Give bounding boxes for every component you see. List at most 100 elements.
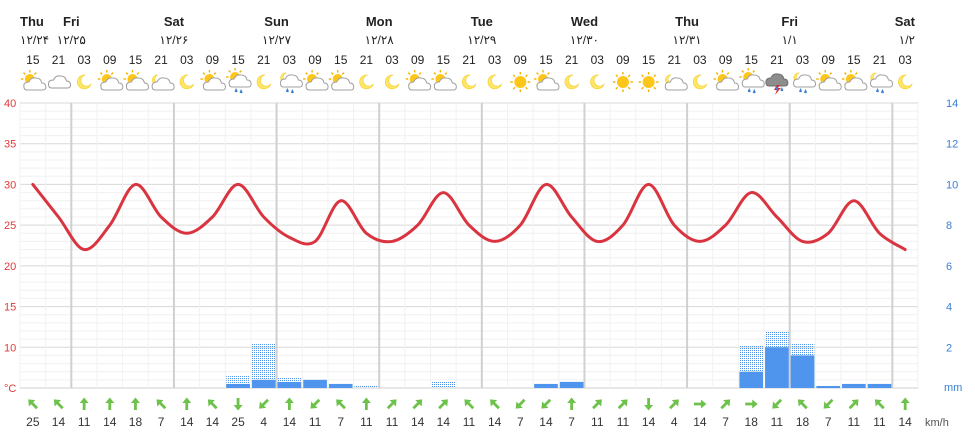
left-axis-tick-label: 10	[4, 342, 16, 354]
right-axis-tick-label: 2	[946, 342, 952, 354]
right-axis-tick-label: 12	[946, 139, 958, 151]
wind-arrow-icon	[592, 399, 602, 410]
wind-speed-label: 7	[517, 415, 524, 429]
wind-arrow-icon	[797, 399, 808, 410]
day-date-label: ۱/۱	[782, 33, 798, 47]
day-date-label: ۱۲/۲۷	[262, 33, 292, 47]
hour-label: 03	[693, 53, 707, 67]
day-name-label: Fri	[781, 14, 798, 29]
wind-speed-label: 25	[26, 415, 40, 429]
wind-arrow-icon	[310, 398, 321, 409]
crescent-moon-icon	[692, 74, 708, 90]
left-axis-tick-label: 30	[4, 179, 16, 191]
partly-cloudy-sun-icon	[533, 70, 560, 91]
hour-label: 15	[642, 53, 656, 67]
wind-speed-label: 11	[848, 415, 861, 429]
partly-cloudy-sun-icon	[200, 70, 226, 91]
day-name-label: Mon	[366, 14, 393, 29]
wind-arrow-icon	[207, 399, 218, 410]
day-name-label: Sun	[264, 14, 289, 29]
day-name-label: Fri	[63, 14, 80, 29]
wind-arrow-icon	[745, 399, 758, 409]
hour-label: 21	[462, 53, 476, 67]
light-rain-moon-icon	[870, 72, 894, 94]
wind-speed-label: 14	[898, 415, 912, 429]
hour-label: 03	[796, 53, 810, 67]
hour-label: 15	[334, 53, 348, 67]
wind-arrow-icon	[644, 398, 654, 411]
wind-speed-label: 7	[158, 415, 165, 429]
wind-arrow-icon	[874, 399, 885, 410]
wind-speed-label: 14	[437, 415, 451, 429]
hour-label: 09	[206, 53, 220, 67]
wind-arrow-icon	[182, 397, 192, 410]
wind-speed-label: 18	[129, 415, 143, 429]
light-rain-sun-icon	[739, 68, 765, 94]
hour-label: 21	[565, 53, 579, 67]
crescent-moon-icon	[898, 74, 913, 90]
day-date-label: ۱۲/۲۴	[20, 33, 49, 47]
precip-bar	[303, 379, 327, 388]
wind-arrow-icon	[438, 399, 448, 410]
hour-label: 09	[719, 53, 733, 67]
wind-speed-label: 11	[360, 415, 373, 429]
hour-label: 03	[488, 53, 502, 67]
day-date-label: ۱۲/۳۱	[673, 33, 702, 47]
hour-label: 21	[360, 53, 374, 67]
precip-max-bar	[431, 381, 456, 388]
crescent-moon-icon	[487, 74, 502, 90]
hour-label: 09	[822, 53, 836, 67]
sun-icon	[612, 72, 633, 92]
wind-speed-label: 18	[745, 415, 759, 429]
hour-label: 09	[308, 53, 322, 67]
wind-speed-label: 14	[283, 415, 297, 429]
wind-arrow-icon	[361, 397, 371, 410]
wind-speed-label: 14	[52, 415, 66, 429]
right-axis-tick-label: 8	[946, 220, 952, 232]
hour-label: 21	[154, 53, 168, 67]
right-axis-tick-label: 4	[946, 302, 952, 314]
precip-bar	[328, 383, 353, 388]
cloudy-moon-icon	[151, 74, 175, 91]
wind-arrow-icon	[259, 398, 269, 409]
light-rain-moon-icon	[793, 72, 817, 94]
wind-arrow-icon	[53, 399, 64, 410]
hour-label: 09	[514, 53, 528, 67]
hour-label: 09	[103, 53, 117, 67]
partly-cloudy-sun-icon	[841, 70, 868, 91]
precip-bar	[739, 371, 764, 388]
left-axis-tick-label: 20	[4, 261, 16, 273]
wind-speed-label: 4	[260, 415, 267, 429]
day-name-label: Tue	[471, 14, 493, 29]
crescent-moon-icon	[179, 74, 195, 90]
partly-cloudy-sun-icon	[97, 70, 124, 91]
wind-speed-label: 7	[825, 415, 832, 429]
crescent-moon-icon	[359, 74, 374, 90]
sun-icon	[510, 72, 531, 92]
wind-speed-label: 11	[591, 415, 604, 429]
wind-arrow-icon	[336, 399, 346, 410]
partly-cloudy-sun-icon	[816, 70, 842, 91]
light-rain-sun-icon	[226, 68, 252, 94]
wind-speed-label: 14	[642, 415, 656, 429]
wind-speed-label: 14	[180, 415, 194, 429]
wind-arrow-icon	[515, 398, 526, 409]
wind-speed-label: 14	[206, 415, 220, 429]
hour-label: 15	[26, 53, 40, 67]
hour-label: 15	[437, 53, 451, 67]
wind-speed-label: 14	[488, 415, 502, 429]
wind-speed-label: 7	[568, 415, 575, 429]
crescent-moon-icon	[590, 74, 605, 90]
hour-label: 15	[745, 53, 759, 67]
partly-cloudy-sun-icon	[20, 70, 47, 91]
wind-arrow-icon	[490, 399, 500, 410]
partly-cloudy-sun-icon	[405, 70, 432, 91]
wind-arrow-icon	[79, 397, 89, 410]
temperature-line	[31, 182, 907, 252]
precip-bar	[277, 381, 302, 388]
day-date-label: ۱۲/۲۶	[159, 33, 188, 47]
wind-arrow-icon	[130, 397, 140, 410]
day-date-label: ۱۲/۲۸	[365, 33, 395, 47]
wind-arrow-icon	[105, 397, 115, 410]
